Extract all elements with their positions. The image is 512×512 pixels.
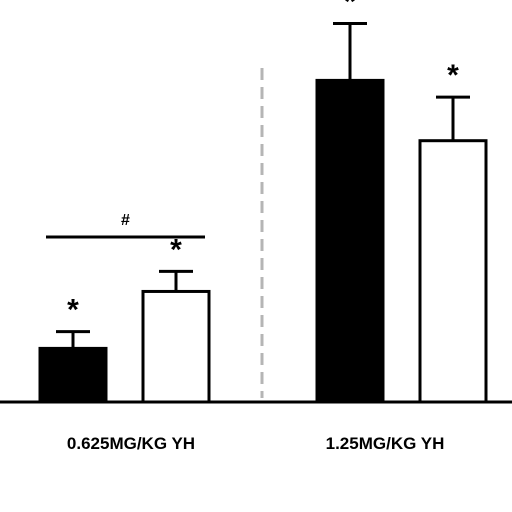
sig-mark-s0-c0: * [67,294,79,327]
bar-s1-c1 [418,139,488,404]
sig-mark-s0-c1: * [344,0,356,18]
sig-mark-s1-c0: * [170,233,182,266]
sig-mark-s1-c1: * [447,59,459,92]
bar-s1-c0 [141,289,211,404]
bar-s0-c0 [38,346,108,404]
group-label-125: 1.25MG/KG YH [325,434,445,453]
bar-s0-c1 [315,78,385,404]
comparison-mark-0: # [121,212,130,229]
group-label-0625: 0.625MG/KG YH [66,434,196,453]
